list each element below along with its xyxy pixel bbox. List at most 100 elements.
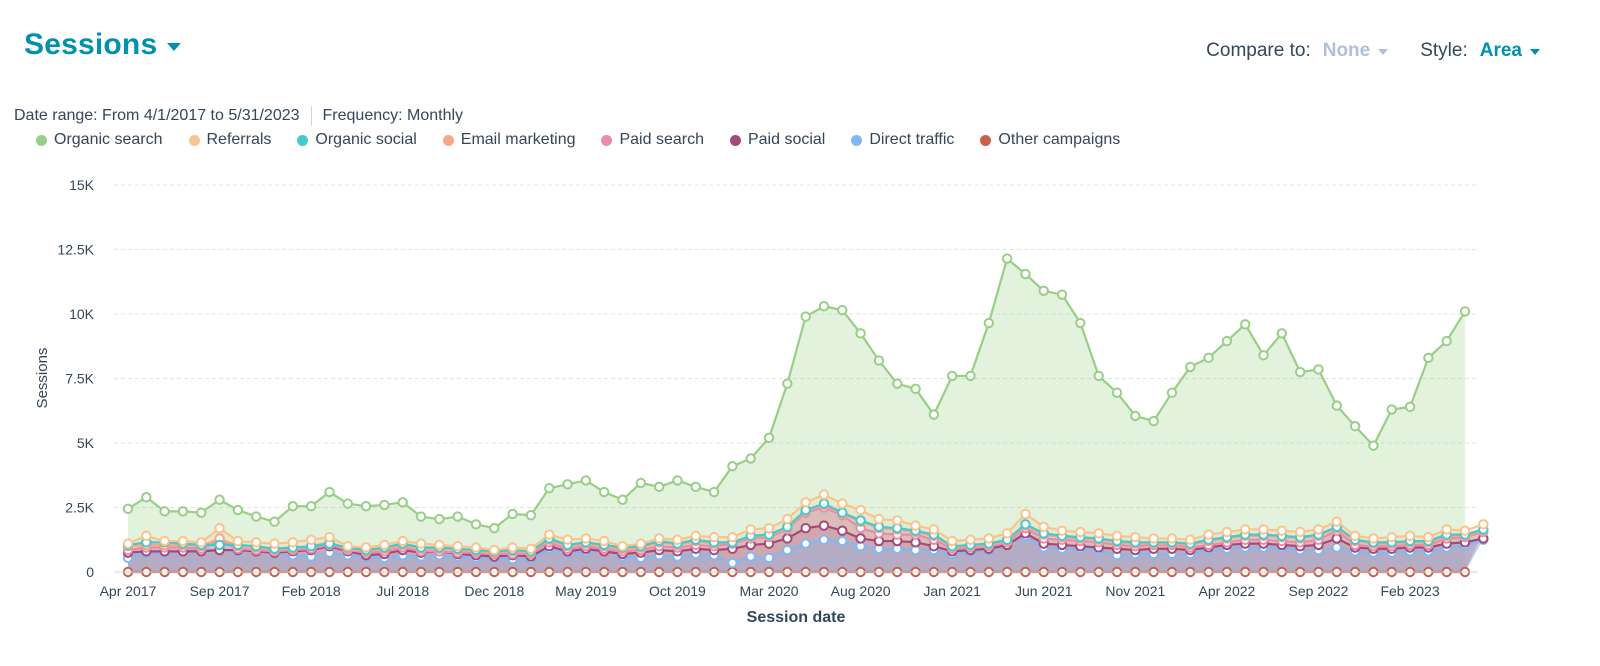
legend-item[interactable]: Paid search xyxy=(601,131,704,149)
point-referrals xyxy=(928,524,940,535)
point-referrals xyxy=(1130,531,1141,543)
point-referrals xyxy=(251,537,262,548)
legend-item[interactable]: Organic search xyxy=(36,131,163,149)
point-organic-search xyxy=(415,511,427,522)
point-direct-traffic xyxy=(782,544,793,556)
point-organic-search xyxy=(232,504,244,516)
point-referrals xyxy=(727,531,738,543)
point-paid-social xyxy=(855,533,866,544)
point-organic-search xyxy=(1240,319,1251,330)
compare-control: Compare to: None xyxy=(1206,40,1389,62)
x-tick-label: Apr 2022 xyxy=(1198,583,1255,599)
point-referrals xyxy=(1240,524,1251,535)
point-referrals xyxy=(379,539,390,551)
chevron-down-icon xyxy=(1530,49,1540,55)
point-organic-search xyxy=(287,501,299,512)
point-direct-traffic xyxy=(727,557,738,569)
point-organic-search xyxy=(983,317,995,329)
legend-label: Organic search xyxy=(54,131,163,148)
point-organic-search xyxy=(251,511,262,522)
legend-item[interactable]: Direct traffic xyxy=(851,131,954,149)
point-paid-social xyxy=(818,520,830,531)
point-referrals xyxy=(159,535,170,547)
y-tick-label: 5K xyxy=(77,435,95,451)
point-organic-search xyxy=(1459,306,1471,317)
style-label: Style: xyxy=(1420,40,1468,61)
point-organic-search xyxy=(1001,253,1013,264)
y-tick-label: 7.5K xyxy=(65,371,94,387)
point-organic-search xyxy=(507,508,518,520)
point-referrals xyxy=(598,535,610,547)
point-organic-search xyxy=(489,522,500,534)
legend-item[interactable]: Referrals xyxy=(188,131,271,149)
point-organic-social xyxy=(837,507,848,518)
x-tick-label: Dec 2018 xyxy=(464,583,524,599)
point-referrals xyxy=(489,544,500,556)
point-organic-search xyxy=(452,511,463,522)
point-referrals xyxy=(837,498,848,509)
point-referrals xyxy=(507,542,518,553)
x-tick-label: Apr 2017 xyxy=(100,583,157,599)
point-organic-search xyxy=(1331,400,1342,411)
point-referrals xyxy=(470,542,482,553)
point-organic-search xyxy=(800,311,811,322)
point-organic-search xyxy=(1111,387,1123,398)
point-referrals xyxy=(1185,534,1196,545)
legend-dot-icon xyxy=(297,134,309,146)
point-organic-search xyxy=(653,481,665,493)
point-organic-search xyxy=(580,475,592,486)
y-axis-title: Sessions xyxy=(34,348,51,409)
point-referrals xyxy=(1331,516,1342,527)
point-referrals xyxy=(617,541,628,552)
y-tick-label: 2.5K xyxy=(65,500,94,516)
legend-item[interactable]: Organic social xyxy=(297,131,417,149)
y-tick-label: 15K xyxy=(69,177,95,193)
point-referrals xyxy=(434,539,445,551)
point-referrals xyxy=(1386,531,1397,543)
point-organic-search xyxy=(1368,440,1379,451)
point-organic-search xyxy=(1404,401,1416,413)
point-referrals xyxy=(1093,528,1104,539)
point-referrals xyxy=(141,530,152,542)
legend-dot-icon xyxy=(36,134,47,146)
legend-label: Paid search xyxy=(619,131,704,148)
legend-label: Paid social xyxy=(747,131,826,148)
style-dropdown[interactable]: Area xyxy=(1480,40,1540,62)
point-referrals xyxy=(1056,525,1068,536)
point-referrals xyxy=(1258,524,1269,535)
x-tick-label: Sep 2017 xyxy=(190,583,250,599)
point-referrals xyxy=(690,530,701,542)
style-control: Style: Area xyxy=(1420,40,1540,62)
point-referrals xyxy=(525,543,537,554)
x-tick-label: Aug 2020 xyxy=(831,583,891,599)
legend-dot-icon xyxy=(851,134,863,146)
point-direct-traffic xyxy=(837,535,848,547)
point-referrals xyxy=(745,524,756,535)
legend-item[interactable]: Other campaigns xyxy=(980,131,1120,149)
point-organic-search xyxy=(763,432,775,444)
point-referrals xyxy=(1478,519,1489,530)
date-range: Date range: From 4/1/2017 to 5/31/2023 xyxy=(14,107,300,124)
point-referrals xyxy=(763,522,775,534)
compare-dropdown[interactable]: None xyxy=(1323,40,1389,62)
point-referrals xyxy=(305,534,317,545)
point-referrals xyxy=(946,535,958,547)
point-referrals xyxy=(1111,530,1123,542)
legend-dot-icon xyxy=(442,134,454,146)
legend-item[interactable]: Paid social xyxy=(729,131,826,149)
point-organic-search xyxy=(690,481,701,493)
point-organic-search xyxy=(1294,366,1306,378)
point-direct-traffic xyxy=(763,552,775,564)
point-organic-search xyxy=(1203,352,1214,364)
point-referrals xyxy=(672,534,683,545)
point-organic-search xyxy=(434,513,445,525)
point-referrals xyxy=(855,504,866,516)
point-organic-search xyxy=(269,516,280,527)
report-title-dropdown[interactable]: Sessions xyxy=(24,28,182,62)
x-tick-label: Feb 2023 xyxy=(1380,583,1439,599)
point-referrals xyxy=(196,537,207,548)
point-organic-search xyxy=(1038,285,1049,296)
legend-item[interactable]: Email marketing xyxy=(442,131,576,149)
legend-label: Email marketing xyxy=(460,131,576,148)
